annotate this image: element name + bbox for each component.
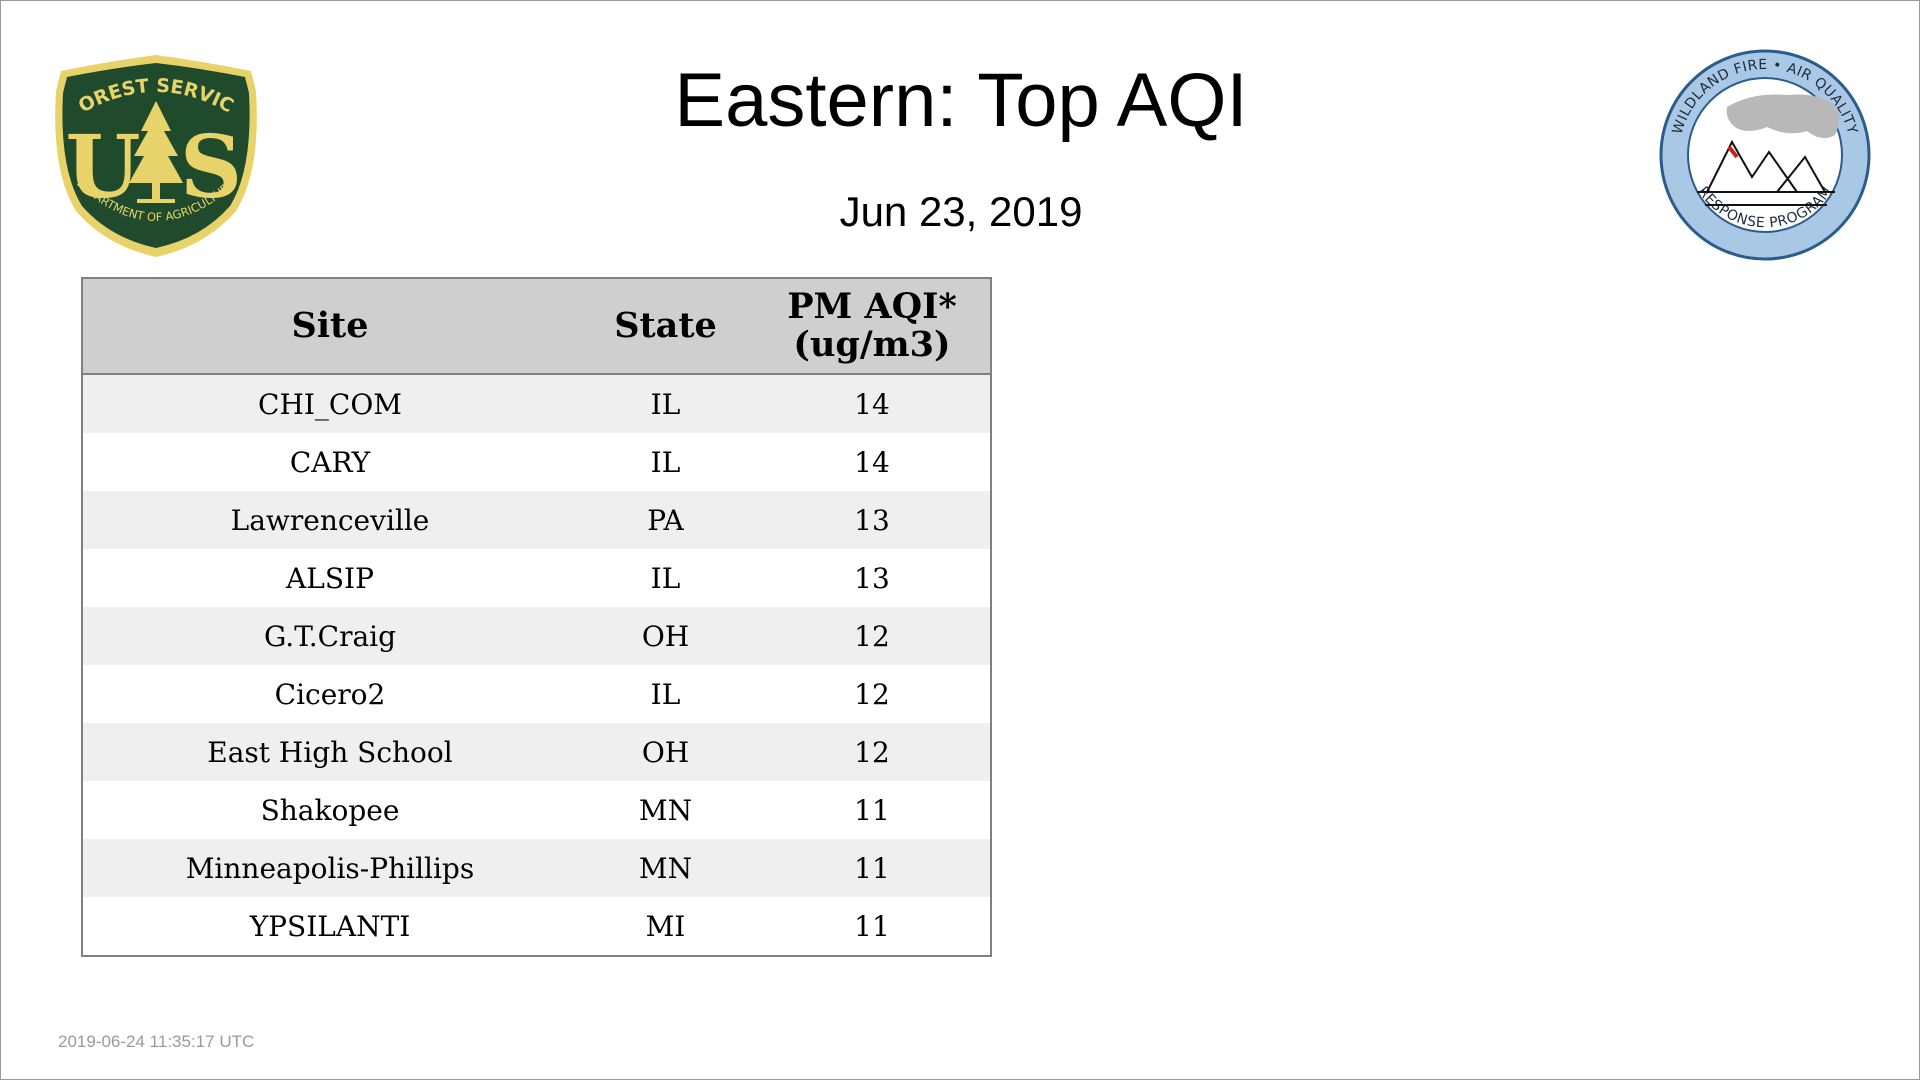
cell-site: YPSILANTI [249, 909, 411, 943]
cell-state: PA [647, 503, 684, 537]
cell-site: CHI_COM [258, 387, 402, 421]
table-row: Minneapolis-Phillips MN 11 [83, 839, 990, 897]
cell-site: CARY [289, 445, 371, 479]
header-pm-aqi: PM AQI* (ug/m3) [754, 279, 990, 375]
header-state: State [577, 279, 754, 375]
cell-aqi: 14 [854, 387, 890, 421]
cell-aqi: 14 [854, 445, 890, 479]
table-row: ALSIP IL 13 [83, 549, 990, 607]
cell-state: IL [650, 445, 681, 479]
cell-aqi: 12 [854, 677, 890, 711]
wildland-fire-air-quality-logo: WILDLAND FIRE • AIR QUALITY RESPONSE PRO… [1659, 49, 1871, 261]
table-row: CHI_COM IL 14 [83, 374, 990, 433]
cell-aqi: 13 [854, 561, 890, 595]
cell-state: IL [650, 561, 681, 595]
cell-state: IL [650, 387, 681, 421]
header-pm-aqi-line2: (ug/m3) [793, 324, 951, 365]
cell-aqi: 12 [854, 619, 890, 653]
cell-site: ALSIP [286, 561, 374, 595]
generated-timestamp: 2019-06-24 11:35:17 UTC [58, 1032, 255, 1051]
cell-aqi: 11 [854, 793, 890, 827]
cell-state: MN [638, 793, 693, 827]
table-header-row: Site State PM AQI* (ug/m3) [83, 279, 990, 375]
cell-state: IL [650, 677, 681, 711]
cell-aqi: 11 [854, 851, 890, 885]
cell-site: G.T.Craig [263, 619, 397, 653]
aqi-table: Site State PM AQI* (ug/m3) CHI_COM IL 14… [81, 277, 992, 957]
mountains-icon [1697, 139, 1835, 206]
cell-site: Minneapolis-Phillips [185, 851, 475, 885]
usfs-letter-s: S [180, 117, 242, 218]
table-row: Shakopee MN 11 [83, 781, 990, 839]
cell-aqi: 13 [854, 503, 890, 537]
cell-aqi: 11 [854, 909, 890, 943]
cell-site: Cicero2 [274, 677, 386, 711]
page-title: Eastern: Top AQI [674, 58, 1248, 143]
table-row: East High School OH 12 [83, 723, 990, 781]
cell-state: MN [638, 851, 693, 885]
fire-icon [1727, 145, 1739, 159]
cell-aqi: 12 [854, 735, 890, 769]
usfs-letter-u: U [66, 117, 141, 218]
cell-state: OH [641, 735, 690, 769]
usfs-shield-logo: FOREST SERVICE U S DEPARTMENT OF AGRICUL… [51, 51, 257, 257]
table-row: Lawrenceville PA 13 [83, 491, 990, 549]
cell-state: OH [641, 619, 690, 653]
header-pm-aqi-line1: PM AQI* [787, 285, 957, 327]
table-row: G.T.Craig OH 12 [83, 607, 990, 665]
header-site: Site [83, 279, 577, 375]
cell-state: MI [645, 909, 686, 943]
cell-site: Shakopee [260, 793, 400, 827]
cell-site: East High School [207, 735, 453, 769]
table-row: CARY IL 14 [83, 433, 990, 491]
table-row: Cicero2 IL 12 [83, 665, 990, 723]
table-row: YPSILANTI MI 11 [83, 897, 990, 955]
pine-tree-icon [129, 101, 183, 203]
smoke-plume-icon [1726, 94, 1839, 139]
page-date: Jun 23, 2019 [839, 188, 1083, 235]
cell-site: Lawrenceville [230, 503, 430, 537]
